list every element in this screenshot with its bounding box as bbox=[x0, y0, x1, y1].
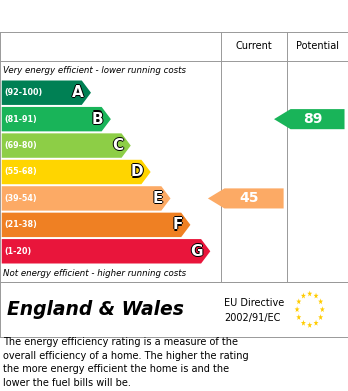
Polygon shape bbox=[2, 160, 151, 184]
Polygon shape bbox=[2, 107, 111, 131]
Polygon shape bbox=[314, 292, 318, 298]
Text: G: G bbox=[189, 244, 202, 259]
Text: D: D bbox=[130, 166, 143, 181]
Polygon shape bbox=[318, 298, 323, 304]
Text: C: C bbox=[112, 139, 123, 154]
Text: Very energy efficient - lower running costs: Very energy efficient - lower running co… bbox=[3, 66, 187, 75]
Text: G: G bbox=[190, 244, 203, 259]
Text: (21-38): (21-38) bbox=[5, 221, 37, 230]
Text: B: B bbox=[91, 112, 102, 127]
Text: D: D bbox=[129, 165, 142, 179]
Text: F: F bbox=[173, 217, 183, 232]
Text: D: D bbox=[132, 165, 144, 179]
Polygon shape bbox=[296, 298, 301, 304]
Text: F: F bbox=[173, 216, 183, 231]
Polygon shape bbox=[2, 186, 171, 211]
Polygon shape bbox=[274, 109, 345, 129]
Text: C: C bbox=[113, 138, 124, 153]
Polygon shape bbox=[301, 292, 306, 298]
Text: A: A bbox=[71, 85, 82, 100]
Text: E: E bbox=[153, 191, 163, 206]
Text: D: D bbox=[130, 165, 143, 179]
Text: Potential: Potential bbox=[296, 41, 339, 51]
Text: E: E bbox=[154, 191, 164, 206]
Text: (39-54): (39-54) bbox=[5, 194, 37, 203]
Polygon shape bbox=[2, 81, 91, 105]
Polygon shape bbox=[320, 306, 325, 312]
Polygon shape bbox=[296, 314, 301, 320]
Text: A: A bbox=[72, 86, 84, 101]
Text: G: G bbox=[190, 242, 203, 258]
Text: Energy Efficiency Rating: Energy Efficiency Rating bbox=[5, 9, 227, 23]
Text: C: C bbox=[112, 138, 123, 153]
Text: B: B bbox=[92, 110, 103, 126]
Text: B: B bbox=[93, 112, 104, 127]
Text: G: G bbox=[191, 244, 204, 259]
Text: B: B bbox=[92, 112, 103, 127]
Text: (81-91): (81-91) bbox=[5, 115, 37, 124]
Text: (92-100): (92-100) bbox=[5, 88, 43, 97]
Text: F: F bbox=[174, 217, 184, 232]
Text: A: A bbox=[72, 85, 84, 100]
Text: England & Wales: England & Wales bbox=[7, 300, 184, 319]
Text: A: A bbox=[72, 84, 84, 99]
Text: The energy efficiency rating is a measure of the
overall efficiency of a home. T: The energy efficiency rating is a measur… bbox=[3, 337, 249, 388]
Text: (69-80): (69-80) bbox=[5, 141, 37, 150]
Polygon shape bbox=[307, 322, 312, 328]
Polygon shape bbox=[2, 239, 210, 264]
Polygon shape bbox=[295, 306, 300, 312]
Text: (1-20): (1-20) bbox=[5, 247, 32, 256]
Text: G: G bbox=[190, 245, 203, 260]
Text: B: B bbox=[92, 113, 103, 128]
Text: EU Directive: EU Directive bbox=[224, 298, 285, 308]
Text: (55-68): (55-68) bbox=[5, 167, 37, 176]
Text: E: E bbox=[152, 191, 162, 206]
Text: C: C bbox=[112, 137, 123, 152]
Text: Current: Current bbox=[236, 41, 272, 51]
Text: Not energy efficient - higher running costs: Not energy efficient - higher running co… bbox=[3, 269, 187, 278]
Text: C: C bbox=[111, 138, 122, 153]
Text: A: A bbox=[73, 85, 85, 100]
Text: D: D bbox=[130, 163, 143, 178]
Text: E: E bbox=[153, 190, 163, 204]
Text: 45: 45 bbox=[239, 192, 259, 205]
Polygon shape bbox=[208, 188, 284, 208]
Text: 2002/91/EC: 2002/91/EC bbox=[224, 313, 281, 323]
Text: E: E bbox=[153, 192, 163, 207]
Text: F: F bbox=[172, 217, 182, 232]
Polygon shape bbox=[2, 133, 131, 158]
Polygon shape bbox=[318, 314, 323, 320]
Polygon shape bbox=[307, 291, 312, 296]
Polygon shape bbox=[314, 320, 318, 326]
Text: F: F bbox=[173, 219, 183, 233]
Text: 89: 89 bbox=[303, 112, 323, 126]
Polygon shape bbox=[2, 213, 190, 237]
Polygon shape bbox=[301, 320, 306, 326]
